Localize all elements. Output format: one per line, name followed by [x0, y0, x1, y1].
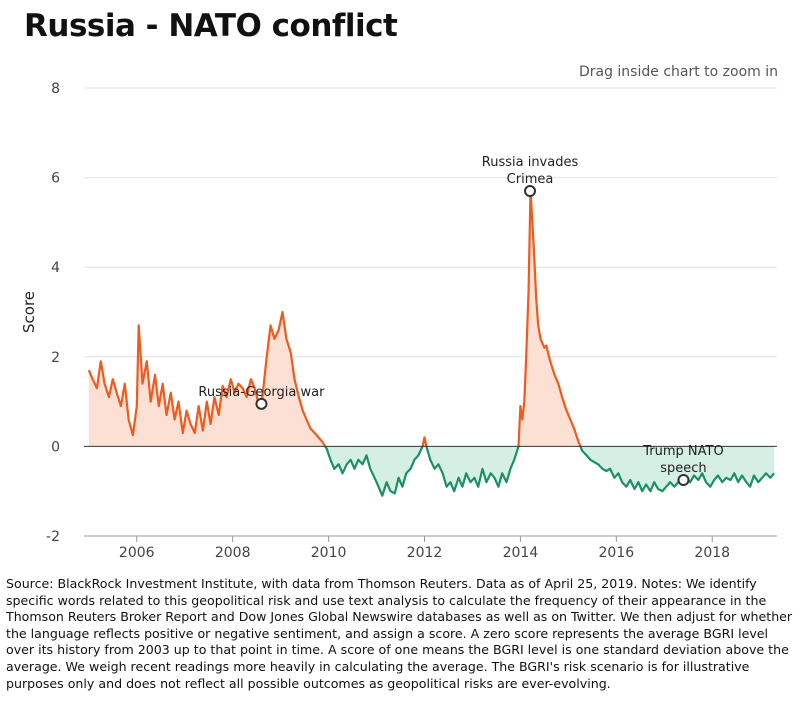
annotation-label: Russia invades: [482, 155, 579, 170]
annotation-marker[interactable]: [677, 474, 690, 486]
annotation-label: speech: [660, 461, 706, 476]
positive-series-line: [87, 310, 327, 447]
annotation-label: Russia-Georgia war: [198, 385, 325, 400]
annotation-marker[interactable]: [255, 397, 268, 410]
zoom-hint: Drag inside chart to zoom in: [578, 64, 778, 80]
negative-series-line: [579, 445, 775, 493]
y-tick-label: 0: [51, 439, 60, 455]
chart-area[interactable]: -2 0 2 4 6 8 2006 2008 2010 2012 2014 2016 2018 Sco…: [0, 76, 800, 576]
x-tick-label: 2008: [215, 545, 251, 561]
y-tick-label: 2: [51, 350, 60, 366]
chart-title: Russia - NATO conflict: [24, 8, 398, 44]
negative-series-line: [324, 445, 424, 497]
annotation-marker[interactable]: [524, 185, 537, 198]
x-tick-label: 2012: [407, 545, 443, 561]
negative-area: [580, 446, 775, 492]
annotation-label: Trump NATO: [642, 444, 723, 459]
y-tick-label: 4: [51, 260, 60, 276]
x-tick-label: 2018: [694, 545, 730, 561]
y-tick-label: -2: [46, 529, 60, 545]
y-tick-label: 8: [51, 81, 60, 97]
positive-series-line: [517, 189, 582, 447]
area-fills: [88, 191, 775, 496]
annotations: Russia-Georgia war Russia invades Crimea Tr…: [198, 155, 724, 486]
y-axis-ticks: -2 0 2 4 6 8: [46, 81, 60, 545]
x-axis-ticks: 2006 2008 2010 2012 2014 2016 2018: [84, 535, 777, 561]
x-tick-label: 2014: [503, 545, 539, 561]
annotation-label: Crimea: [507, 172, 554, 187]
x-tick-label: 2010: [311, 545, 347, 561]
x-tick-label: 2016: [599, 545, 635, 561]
positive-series-line: [421, 436, 428, 447]
y-axis-label: Score: [20, 291, 38, 333]
negative-series-line: [425, 446, 520, 493]
series-lines: [87, 189, 775, 497]
negative-area: [325, 446, 423, 496]
source-notes: Source: BlackRock Investment Institute, …: [6, 576, 793, 691]
x-tick-label: 2006: [119, 545, 155, 561]
y-tick-label: 6: [51, 171, 60, 187]
positive-area: [88, 312, 326, 447]
